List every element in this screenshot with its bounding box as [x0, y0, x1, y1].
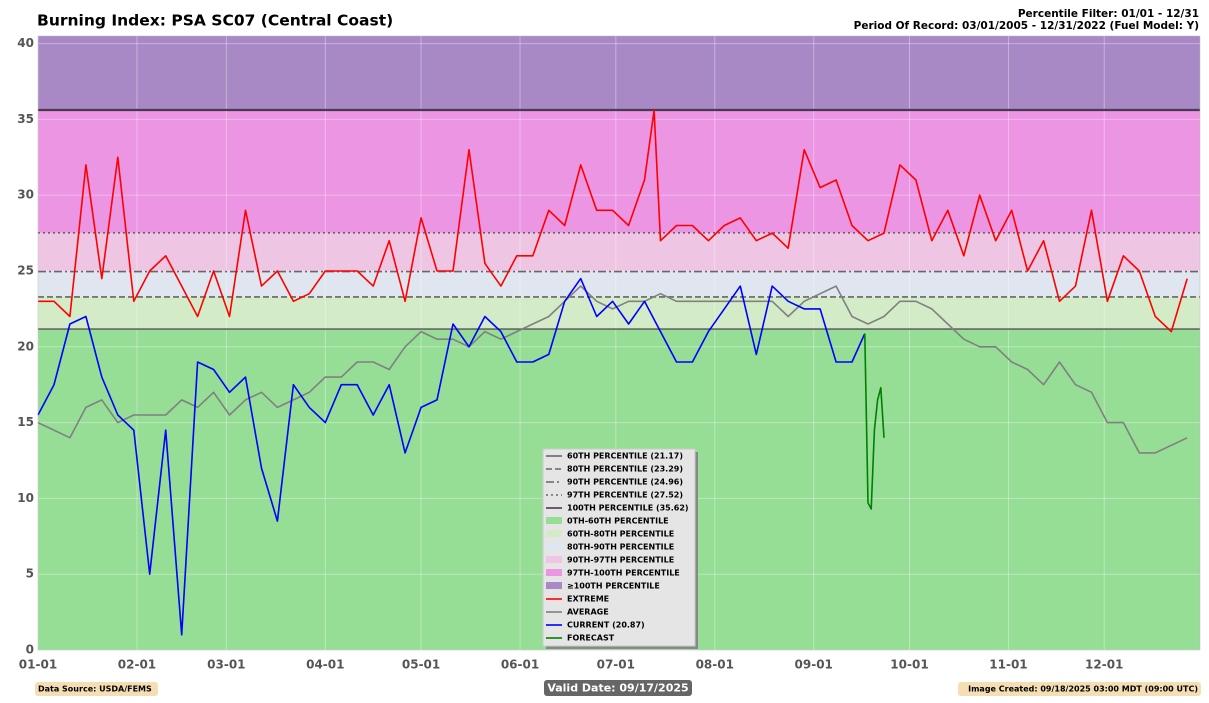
legend-label: 90TH-97TH PERCENTILE	[567, 556, 674, 565]
x-tick-label: 04-01	[306, 658, 344, 672]
image-created: Image Created: 09/18/2025 03:00 MDT (09:…	[968, 685, 1198, 694]
legend-label: 90TH PERCENTILE (24.96)	[567, 478, 683, 487]
plot-frame	[37, 35, 1201, 651]
x-tick-label: 09-01	[795, 658, 833, 672]
percentile-band	[38, 109, 1200, 233]
legend-swatch	[546, 543, 562, 550]
legend-label: 80TH-90TH PERCENTILE	[567, 543, 674, 552]
legend-swatch	[546, 556, 562, 563]
subtitle: Percentile Filter: 01/01 - 12/31	[1018, 8, 1199, 20]
x-tick-label: 02-01	[118, 658, 156, 672]
y-tick-label: 0	[26, 643, 34, 657]
legend-swatch	[546, 530, 562, 537]
legend-label: FORECAST	[567, 634, 615, 643]
legend-label: 0TH-60TH PERCENTILE	[567, 517, 669, 526]
y-tick-label: 35	[17, 112, 34, 126]
legend-swatch	[546, 517, 562, 524]
legend-swatch	[546, 569, 562, 576]
subtitle: Period Of Record: 03/01/2005 - 12/31/202…	[854, 20, 1199, 32]
y-tick-label: 15	[17, 415, 34, 429]
x-tick-label: 08-01	[696, 658, 734, 672]
x-tick-label: 10-01	[890, 658, 928, 672]
series-line	[864, 333, 885, 510]
legend-label: AVERAGE	[567, 608, 609, 617]
series-line	[37, 277, 866, 636]
x-tick-label: 07-01	[597, 658, 635, 672]
y-tick-label: 10	[17, 491, 34, 505]
x-tick-label: 06-01	[501, 658, 539, 672]
x-tick-label: 03-01	[207, 658, 245, 672]
legend-label: 60TH PERCENTILE (21.17)	[567, 452, 683, 461]
legend-label: 100TH PERCENTILE (35.62)	[567, 504, 689, 513]
legend-label: ≥100TH PERCENTILE	[567, 582, 660, 591]
x-tick-label: 05-01	[402, 658, 440, 672]
legend-label: CURRENT (20.87)	[567, 621, 645, 630]
percentile-band	[38, 232, 1200, 272]
y-tick-label: 5	[26, 567, 34, 581]
y-tick-label: 25	[17, 263, 34, 277]
legend-label: 97TH-100TH PERCENTILE	[567, 569, 680, 578]
x-tick-label: 01-01	[19, 658, 57, 672]
valid-date: Valid Date: 09/17/2025	[547, 682, 688, 695]
legend-label: EXTREME	[567, 595, 609, 604]
legend-label: 97TH PERCENTILE (27.52)	[567, 491, 683, 500]
legend-label: 80TH PERCENTILE (23.29)	[567, 465, 683, 474]
legend-label: 60TH-80TH PERCENTILE	[567, 530, 674, 539]
y-tick-label: 20	[17, 339, 34, 353]
series-line	[37, 285, 1188, 454]
label-box	[35, 682, 158, 696]
data-source: Data Source: USDA/FEMS	[38, 685, 152, 694]
plot-area	[37, 35, 1201, 651]
x-tick-label: 11-01	[989, 658, 1027, 672]
x-tick-label: 12-01	[1085, 658, 1123, 672]
legend-swatch	[546, 582, 562, 589]
percentile-band	[38, 36, 1200, 110]
legend-box	[542, 448, 696, 647]
series-line	[38, 109, 1188, 333]
label-box	[958, 682, 1201, 696]
percentile-band	[38, 271, 1200, 297]
percentile-band	[38, 296, 1200, 330]
y-tick-label: 40	[17, 36, 34, 50]
label-box	[544, 680, 692, 696]
chart-title: Burning Index: PSA SC07 (Central Coast)	[37, 12, 393, 30]
y-tick-label: 30	[17, 188, 34, 202]
